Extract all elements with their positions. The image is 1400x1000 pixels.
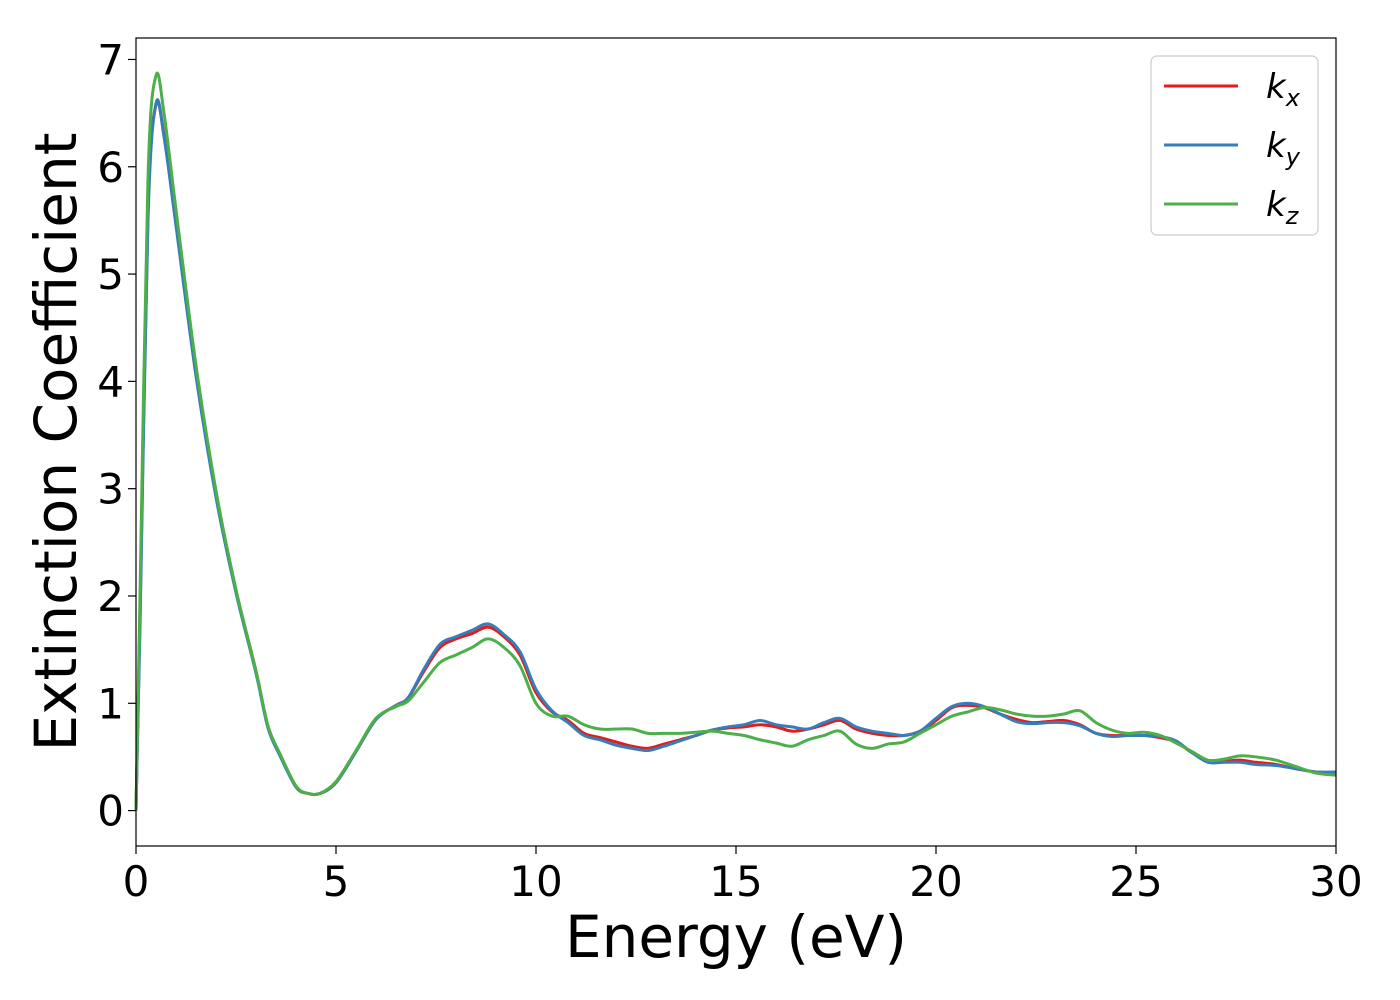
plot-area — [134, 37, 1337, 847]
y-tick-label: 1 — [97, 679, 124, 728]
y-tick-label: 7 — [97, 35, 124, 84]
x-tick-label: 25 — [1109, 857, 1162, 906]
x-axis-title: Energy (eV) — [565, 903, 907, 971]
x-tick-label: 0 — [123, 857, 150, 906]
plot-background — [136, 38, 1336, 846]
x-tick-label: 5 — [323, 857, 350, 906]
series-line-z — [134, 71, 1337, 811]
y-tick-label: 0 — [97, 787, 124, 836]
x-axis: 0 5 10 15 20 25 30 — [123, 846, 1363, 906]
y-tick-label: 3 — [97, 465, 124, 514]
legend-label-z: kz — [1266, 185, 1300, 230]
legend-label-y: ky — [1266, 126, 1301, 171]
y-tick-label: 6 — [97, 143, 124, 192]
legend-label-x: kx — [1266, 67, 1301, 112]
x-tick-label: 30 — [1309, 857, 1362, 906]
y-axis-title: Extinction Coefficient — [22, 133, 90, 752]
y-tick-label: 4 — [97, 357, 124, 406]
x-tick-label: 15 — [709, 857, 762, 906]
y-tick-label: 5 — [97, 250, 124, 299]
y-axis: 0 1 2 3 4 5 6 7 — [97, 35, 136, 836]
legend: kx ky kz — [1150, 55, 1319, 236]
y-tick-label: 2 — [97, 572, 124, 621]
series-layer — [134, 71, 1337, 811]
x-tick-label: 10 — [509, 857, 562, 906]
x-tick-label: 20 — [909, 857, 962, 906]
